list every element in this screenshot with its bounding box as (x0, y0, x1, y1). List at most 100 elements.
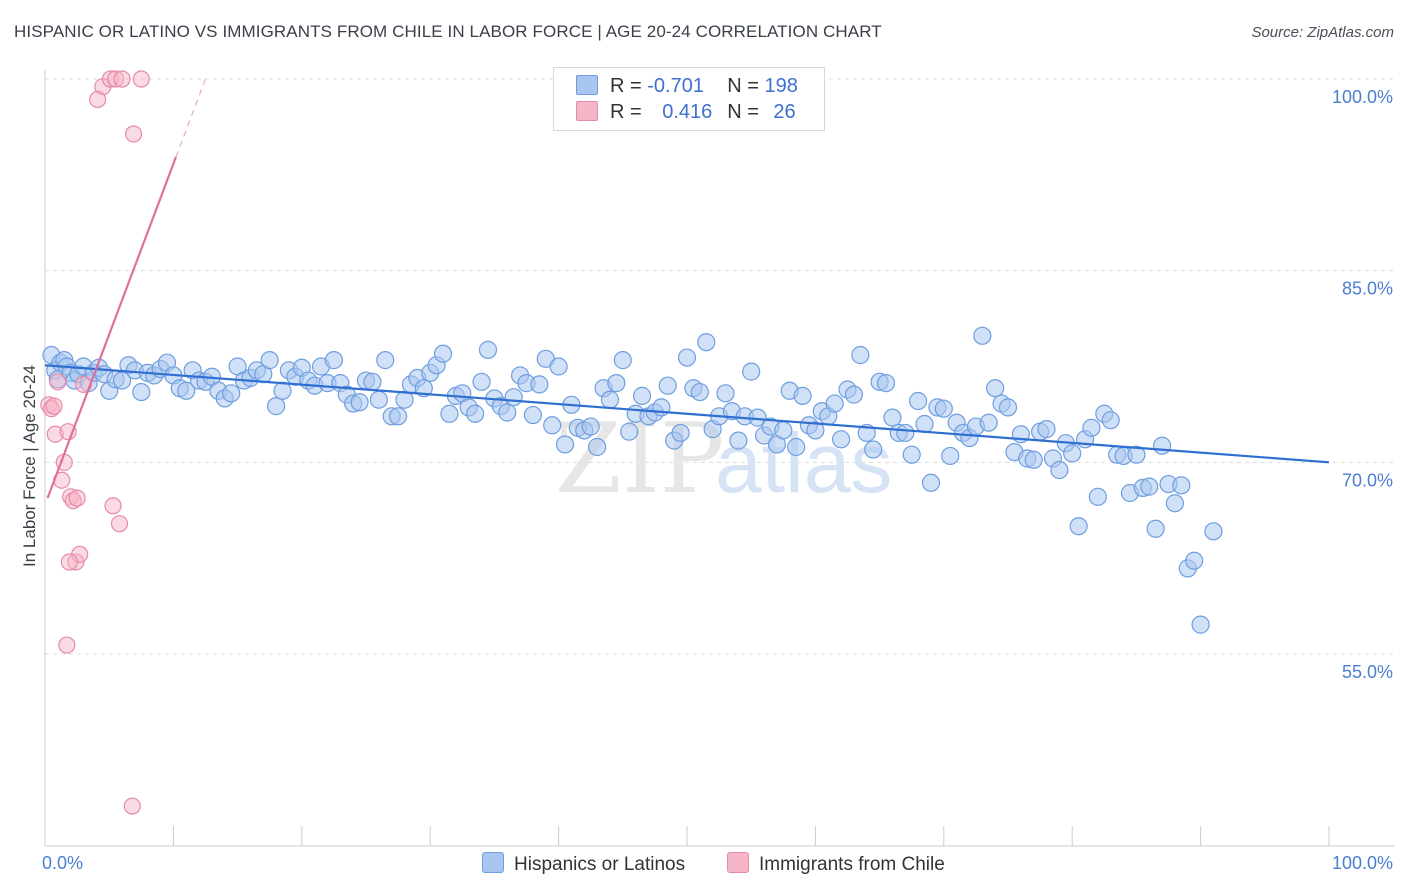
point-hispanics-112 (729, 431, 748, 450)
bottom-legend-hispanics: Hispanics or Latinos (482, 852, 685, 876)
point-hispanics-154 (998, 398, 1018, 417)
stats-legend: R = -0.701 N = 198 R = 0.416 N = 26 (553, 67, 825, 131)
point-hispanics-127 (825, 394, 844, 413)
point-hispanics-131 (851, 345, 870, 365)
point-hispanics-40 (267, 397, 286, 416)
point-hispanics-94 (613, 351, 632, 370)
point-hispanics-122 (793, 386, 812, 405)
bottom-legend-swatch-pink (727, 852, 749, 873)
point-hispanics-170 (1101, 411, 1120, 430)
point-chile-25 (123, 797, 141, 815)
point-hispanics-73 (478, 340, 498, 359)
point-hispanics-84 (549, 357, 568, 376)
point-hispanics-57 (376, 351, 395, 370)
point-hispanics-71 (466, 404, 485, 423)
point-hispanics-80 (523, 405, 543, 425)
point-chile-23 (124, 125, 143, 143)
bottom-legend-label-hispanics: Hispanics or Latinos (514, 854, 686, 875)
point-hispanics-130 (844, 385, 864, 404)
point-hispanics-177 (1146, 519, 1165, 538)
point-hispanics-145 (941, 446, 960, 466)
point-hispanics-181 (1172, 476, 1191, 495)
trend-line-chile-extension (175, 78, 207, 158)
y-tick-label-2: 85.0% (1342, 279, 1393, 299)
point-hispanics-104 (677, 348, 697, 367)
point-hispanics-184 (1191, 615, 1210, 634)
point-hispanics-55 (363, 372, 382, 391)
point-hispanics-66 (433, 344, 453, 363)
point-hispanics-176 (1140, 477, 1159, 496)
chart-title: HISPANIC OR LATINO VS IMMIGRANTS FROM CH… (14, 22, 882, 41)
point-hispanics-56 (369, 390, 388, 409)
point-hispanics-19 (132, 382, 151, 402)
point-hispanics-124 (806, 421, 825, 440)
point-hispanics-162 (1050, 460, 1069, 480)
series-chile-points (40, 70, 150, 815)
point-chile-2 (45, 397, 63, 415)
legend-row-hispanics: R = -0.701 N = 198 (576, 75, 798, 101)
y-axis-label: In Labor Force | Age 20-24 (20, 365, 39, 567)
legend-n-value: 26 (773, 101, 796, 123)
legend-swatch-blue (576, 75, 598, 95)
point-hispanics-136 (883, 408, 902, 427)
point-hispanics-140 (909, 391, 928, 411)
point-hispanics-39 (260, 351, 279, 370)
x-tick-label-0: 0.0% (42, 853, 83, 873)
legend-row-chile: R = 0.416 N = 26 (576, 101, 805, 127)
point-chile-18 (89, 90, 107, 109)
point-hispanics-26 (177, 381, 196, 400)
point-hispanics-114 (742, 362, 761, 381)
point-chile-15 (104, 497, 122, 515)
point-hispanics-72 (472, 372, 491, 391)
point-hispanics-135 (876, 374, 896, 393)
point-hispanics-144 (934, 399, 953, 418)
legend-r-value: 0.416 (662, 101, 713, 123)
point-hispanics-185 (1204, 522, 1223, 541)
trend-lines (44, 78, 1330, 499)
legend-r-value: -0.701 (647, 75, 704, 97)
point-hispanics-142 (921, 473, 941, 492)
legend-n-label: N = (727, 75, 765, 97)
point-hispanics-139 (902, 445, 921, 464)
trend-line-hispanics (44, 364, 1330, 464)
point-chile-3 (49, 373, 67, 391)
legend-r-label: R = (610, 101, 648, 123)
point-hispanics-151 (979, 413, 998, 432)
point-hispanics-160 (1037, 420, 1056, 439)
point-chile-10 (68, 489, 86, 507)
point-hispanics-81 (530, 375, 549, 394)
point-hispanics-180 (1165, 494, 1185, 513)
series-hispanics-points (42, 326, 1223, 634)
bottom-legend-chile: Immigrants from Chile (727, 852, 945, 876)
point-hispanics-174 (1127, 445, 1146, 464)
point-hispanics-92 (600, 390, 620, 409)
point-hispanics-95 (620, 422, 639, 441)
point-hispanics-167 (1082, 418, 1101, 437)
point-hispanics-178 (1152, 436, 1172, 455)
point-hispanics-152 (986, 379, 1005, 398)
point-hispanics-53 (350, 393, 369, 412)
point-hispanics-33 (222, 384, 241, 403)
y-tick-label-1: 70.0% (1342, 470, 1393, 490)
point-hispanics-107 (697, 333, 716, 352)
source-label: Source: ZipAtlas.com (1251, 24, 1394, 41)
point-hispanics-59 (389, 407, 408, 426)
point-chile-13 (60, 553, 78, 571)
point-hispanics-119 (774, 421, 793, 440)
point-chile-16 (110, 515, 129, 533)
point-chile-21 (113, 70, 131, 88)
point-hispanics-106 (690, 382, 709, 402)
trend-line-chile (46, 156, 177, 499)
bottom-legend-label-chile: Immigrants from Chile (759, 854, 945, 875)
legend-r-label: R = (610, 75, 648, 97)
point-hispanics-165 (1069, 517, 1088, 536)
point-hispanics-110 (716, 384, 735, 403)
legend-n-value: 198 (764, 75, 798, 97)
point-chile-14 (58, 636, 76, 654)
point-hispanics-183 (1185, 551, 1204, 570)
point-hispanics-49 (324, 351, 343, 370)
point-hispanics-121 (787, 437, 806, 457)
point-hispanics-158 (1024, 450, 1043, 469)
y-tick-label-0: 55.0% (1342, 662, 1393, 682)
